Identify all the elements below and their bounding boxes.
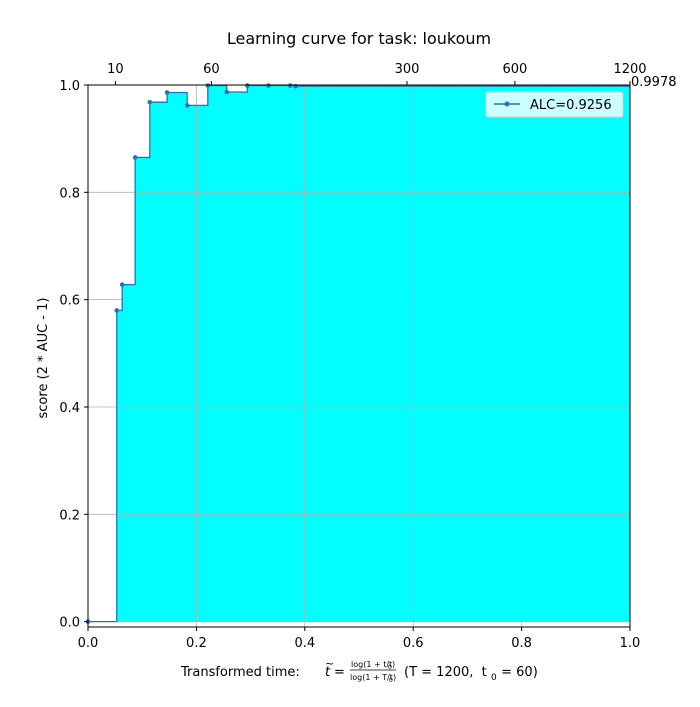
- x-label-num-close: ): [392, 660, 395, 669]
- top-tick-label: 1200: [613, 62, 646, 77]
- x-tick-label: 1.0: [620, 636, 641, 651]
- top-tick-label: 60: [203, 62, 220, 77]
- data-point: [147, 99, 153, 105]
- y-tick-label: 0.2: [59, 508, 80, 523]
- y-axis-ticks: 0.0 0.2 0.4 0.6 0.8 1.0: [59, 79, 88, 631]
- legend-label: ALC=0.9256: [530, 98, 612, 113]
- x-label-denominator: log(1 + T/t: [350, 673, 393, 682]
- chart-title: Learning curve for task: loukoum: [227, 29, 491, 48]
- x-label-num-sub: 0: [388, 664, 392, 671]
- x-label-eq: =: [334, 665, 345, 680]
- data-point: [132, 155, 138, 160]
- area-fill: [88, 85, 630, 622]
- x-label-params: (T = 1200, t: [404, 665, 487, 680]
- x-label-prefix: Transformed time:: [180, 665, 304, 680]
- x-label-den-sub: 0: [389, 677, 393, 684]
- x-tick-label: 0.2: [186, 636, 207, 651]
- legend-point-marker: [504, 101, 510, 107]
- x-label-t-symbol: t: [325, 665, 331, 680]
- y-tick-label: 0.6: [59, 294, 80, 309]
- series-line: [88, 84, 630, 623]
- x-label-params-sub: 0: [491, 673, 497, 683]
- data-point: [245, 83, 250, 88]
- x-axis-label: Transformed time: t ~ = log(1 + t/t 0 ) …: [180, 657, 538, 684]
- axes-frame: [87, 84, 631, 628]
- data-point: [224, 89, 230, 95]
- x-label-numerator: log(1 + t/t: [351, 660, 392, 669]
- final-value-label: 0.9978: [631, 75, 677, 90]
- y-tick-label: 1.0: [59, 79, 80, 94]
- x-axis-ticks: 0.0 0.2 0.4 0.6 0.8 1.0: [78, 627, 641, 651]
- legend-box: [485, 91, 624, 118]
- data-point: [119, 282, 125, 287]
- data-point: [266, 83, 271, 88]
- data-point: [164, 90, 170, 95]
- x-tick-label: 0.0: [78, 636, 99, 651]
- x-label-den-close: ): [393, 673, 396, 682]
- data-point: [205, 83, 211, 88]
- y-tick-label: 0.8: [59, 186, 80, 201]
- x-tick-label: 0.6: [403, 636, 424, 651]
- y-axis-label: score (2 * AUC - 1): [36, 298, 51, 419]
- top-tick-label: 600: [502, 62, 527, 77]
- y-tick-label: 0.0: [59, 616, 80, 631]
- x-label-tilde: ~: [325, 657, 334, 670]
- data-point: [184, 103, 190, 108]
- x-tick-label: 0.4: [294, 636, 315, 651]
- top-axis-ticks: 10 60 300 600 1200: [107, 62, 647, 85]
- top-tick-label: 10: [107, 62, 124, 77]
- y-tick-label: 0.4: [59, 401, 80, 416]
- data-points: [85, 83, 298, 624]
- data-point: [114, 308, 120, 313]
- data-point: [287, 83, 293, 88]
- top-tick-label: 300: [395, 62, 420, 77]
- legend: ALC=0.9256: [485, 91, 624, 118]
- x-label-params-end: = 60): [497, 665, 538, 680]
- x-tick-label: 0.8: [511, 636, 532, 651]
